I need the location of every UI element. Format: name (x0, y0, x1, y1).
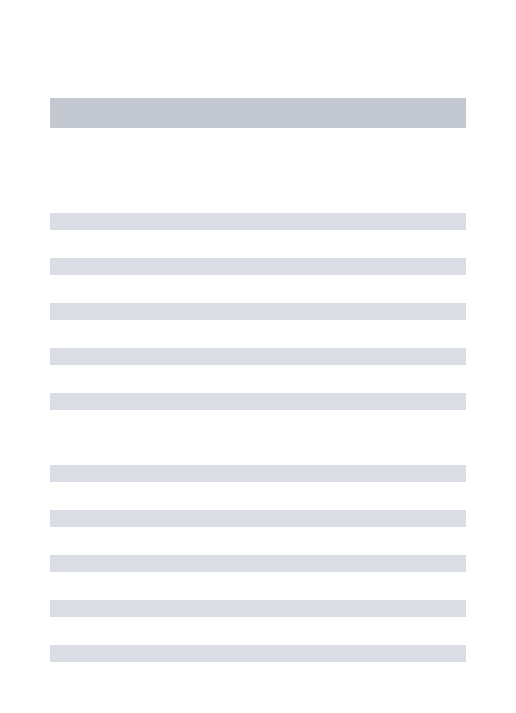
skeleton-line (50, 645, 466, 662)
skeleton-line (50, 258, 466, 275)
skeleton-line (50, 555, 466, 572)
skeleton-line (50, 348, 466, 365)
skeleton-line (50, 465, 466, 482)
skeleton-container (50, 98, 466, 662)
skeleton-paragraph-2 (50, 465, 466, 662)
skeleton-line (50, 213, 466, 230)
skeleton-line (50, 303, 466, 320)
skeleton-line (50, 510, 466, 527)
skeleton-line (50, 393, 466, 410)
skeleton-line (50, 600, 466, 617)
skeleton-header-bar (50, 98, 466, 128)
skeleton-paragraph-1 (50, 213, 466, 410)
